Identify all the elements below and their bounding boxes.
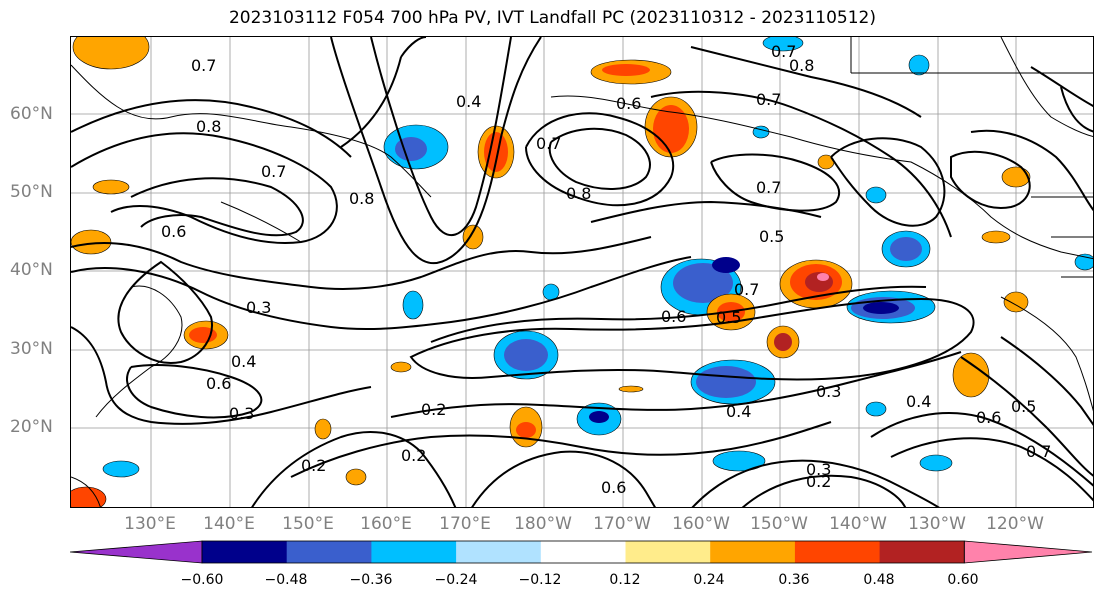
colorbar-tick: 0.12: [609, 572, 641, 588]
colorbar-tick: 0.60: [947, 572, 979, 588]
colorbar-cell: [794, 541, 881, 563]
colorbar-tick: −0.12: [518, 572, 562, 588]
colorbar-tick: −0.24: [434, 572, 478, 588]
lon-label-150w: 150°W: [750, 514, 808, 534]
lon-label-160e: 160°E: [360, 514, 412, 534]
contour-label: 0.6: [601, 478, 626, 497]
positive-anomalies: [71, 37, 1031, 507]
lon-label-150e: 150°E: [282, 514, 334, 534]
contour-label: 0.7: [771, 42, 796, 61]
colorbar-cell: [879, 541, 965, 563]
colorbar-tick: 0.24: [693, 572, 725, 588]
chart-title: 2023103112 F054 700 hPa PV, IVT Landfall…: [228, 8, 876, 28]
colorbar-cell: [540, 541, 626, 563]
contour-label: 0.3: [246, 298, 271, 317]
lat-label-40n: 40°N: [10, 260, 53, 280]
colorbar-cell: [710, 541, 796, 563]
contour-label: 0.2: [806, 472, 831, 491]
map-panel: 0.7 0.8 0.4 0.8 0.7 0.8 0.7 0.6 0.7 0.8 …: [70, 36, 1094, 508]
contour-label: 0.6: [616, 94, 641, 113]
lon-label-120w: 120°W: [986, 514, 1044, 534]
contour-label: 0.7: [756, 90, 781, 109]
colorbar-tick: 0.36: [778, 572, 810, 588]
colorbar-tick: −0.48: [264, 572, 308, 588]
lon-label-140e: 140°E: [203, 514, 255, 534]
contour-label: 0.5: [1011, 397, 1036, 416]
contour-label: 0.6: [206, 374, 231, 393]
contour-label: 0.2: [301, 456, 326, 475]
contour-label: 0.5: [759, 227, 784, 246]
colorbar-cell: [371, 541, 457, 563]
contour-label: 0.7: [1026, 442, 1051, 461]
colorbar-cell: [286, 541, 372, 563]
colorbar-cells: [69, 540, 1093, 564]
lon-label-170w: 170°W: [593, 514, 651, 534]
contour-label: 0.2: [401, 446, 426, 465]
pv-contours: [71, 37, 1093, 507]
contour-label: 0.3: [816, 382, 841, 401]
contour-label: 0.7: [191, 56, 216, 75]
contour-label: 0.6: [976, 408, 1001, 427]
contour-label: 0.6: [661, 307, 686, 326]
lon-label-160w: 160°W: [672, 514, 730, 534]
contour-label: 0.4: [231, 352, 256, 371]
contour-label: 0.5: [716, 308, 741, 327]
colorbar-extend-min: [69, 540, 203, 564]
contour-labels: 0.7 0.8 0.4 0.8 0.7 0.8 0.7 0.6 0.7 0.8 …: [161, 42, 1051, 497]
contour-label: 0.2: [421, 400, 446, 419]
contour-label: 0.8: [566, 184, 591, 203]
colorbar-svg: [69, 540, 1093, 564]
contour-label: 0.3: [229, 404, 254, 423]
lon-label-140w: 140°W: [829, 514, 887, 534]
coastlines: [71, 37, 1093, 507]
colorbar-cell: [456, 541, 542, 563]
map-svg: 0.7 0.8 0.4 0.8 0.7 0.8 0.7 0.6 0.7 0.8 …: [71, 37, 1093, 507]
contour-label: 0.7: [536, 134, 561, 153]
colorbar-cell: [625, 541, 711, 563]
lon-label-130e: 130°E: [124, 514, 176, 534]
colorbar-tick: −0.36: [349, 572, 393, 588]
contour-label: 0.7: [261, 162, 286, 181]
lat-label-50n: 50°N: [10, 182, 53, 202]
colorbar-extend-max: [963, 540, 1093, 564]
lon-label-130w: 130°W: [908, 514, 966, 534]
contour-label: 0.4: [456, 92, 481, 111]
contour-label: 0.3: [806, 460, 831, 479]
colorbar-tick: −0.60: [180, 572, 224, 588]
lat-label-20n: 20°N: [10, 417, 53, 437]
contour-label: 0.7: [756, 178, 781, 197]
contour-label: 0.6: [161, 222, 186, 241]
lat-label-60n: 60°N: [10, 104, 53, 124]
contour-label: 0.8: [789, 56, 814, 75]
lon-label-180w: 180°W: [514, 514, 572, 534]
colorbar: [69, 540, 1094, 568]
contour-label: 0.8: [196, 117, 221, 136]
contour-label: 0.7: [734, 280, 759, 299]
gridlines: [71, 37, 1093, 507]
colorbar-frame: [201, 540, 965, 564]
lat-label-30n: 30°N: [10, 339, 53, 359]
contour-label: 0.4: [726, 402, 751, 421]
colorbar-tick: 0.48: [863, 572, 895, 588]
contour-label: 0.4: [906, 392, 931, 411]
colorbar-cell: [202, 541, 288, 563]
contour-label: 0.8: [349, 189, 374, 208]
lon-label-170e: 170°E: [439, 514, 491, 534]
